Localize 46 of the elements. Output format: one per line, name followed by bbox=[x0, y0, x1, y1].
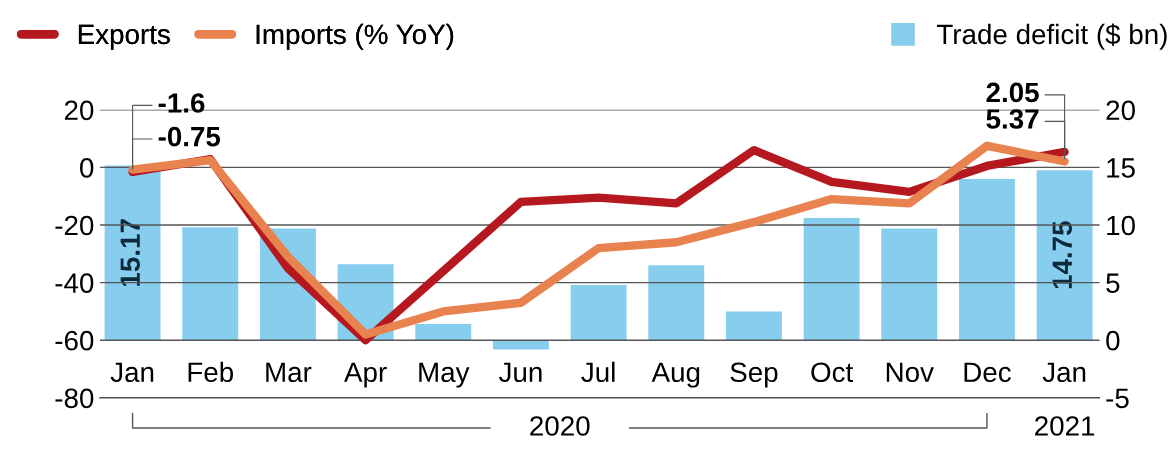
x-tick-label: Jul bbox=[581, 361, 615, 383]
y2-tick-label: -5 bbox=[1106, 388, 1129, 409]
bar bbox=[803, 218, 860, 341]
y2-tick-label: 20 bbox=[1106, 100, 1135, 121]
legend-label: Trade deficit ($ bn) bbox=[936, 23, 1167, 50]
legend-label: Imports (% YoY) bbox=[256, 23, 454, 50]
y2-tick-label: 0 bbox=[1106, 330, 1120, 351]
y2-tick-label: 5 bbox=[1106, 273, 1120, 293]
y-tick-label: -20 bbox=[55, 215, 94, 236]
data-label: 5.37 bbox=[986, 109, 1039, 129]
data-label: 14.75 bbox=[1052, 221, 1073, 289]
data-label: 2.05 bbox=[986, 82, 1039, 103]
x-tick-label: Oct bbox=[811, 362, 853, 383]
legend-label: Exports bbox=[78, 24, 170, 50]
bar bbox=[958, 178, 1015, 341]
text: 2020 bbox=[530, 416, 590, 436]
data-label: 15.17 bbox=[120, 219, 141, 286]
y-tick-label: 20 bbox=[64, 100, 94, 121]
x-tick-label: Feb bbox=[188, 361, 234, 383]
bar bbox=[570, 284, 627, 341]
bar bbox=[182, 227, 239, 341]
y2-tick-label: 15 bbox=[1107, 158, 1135, 178]
x-tick-label: Jan bbox=[1042, 362, 1086, 383]
y-tick-label: 0 bbox=[80, 158, 94, 178]
x-tick-label: Nov bbox=[886, 362, 934, 383]
x-tick-label: Aug bbox=[651, 362, 700, 388]
bar bbox=[415, 324, 472, 341]
bar bbox=[1036, 170, 1093, 341]
x-tick-label: Sep bbox=[730, 362, 778, 388]
y-tick-label: -40 bbox=[55, 273, 94, 293]
x-tick-label: Jan bbox=[110, 362, 154, 383]
y2-tick-label: 10 bbox=[1107, 215, 1135, 236]
x-tick-label: Apr bbox=[344, 362, 387, 388]
y-tick-label: -80 bbox=[55, 388, 94, 409]
x-tick-label: May bbox=[419, 362, 470, 388]
x-tick-label: Jun bbox=[498, 362, 542, 383]
x-tick-label: Mar bbox=[266, 362, 312, 383]
y-tick-label: -60 bbox=[55, 330, 94, 351]
bar bbox=[725, 311, 782, 341]
data-label: -1.6 bbox=[158, 93, 205, 113]
data-label: -0.75 bbox=[158, 126, 221, 147]
bar bbox=[104, 165, 161, 341]
x-tick-label: Dec bbox=[964, 362, 1011, 383]
bar bbox=[648, 265, 705, 341]
bar bbox=[881, 228, 938, 341]
text: 2021 bbox=[1035, 416, 1095, 436]
